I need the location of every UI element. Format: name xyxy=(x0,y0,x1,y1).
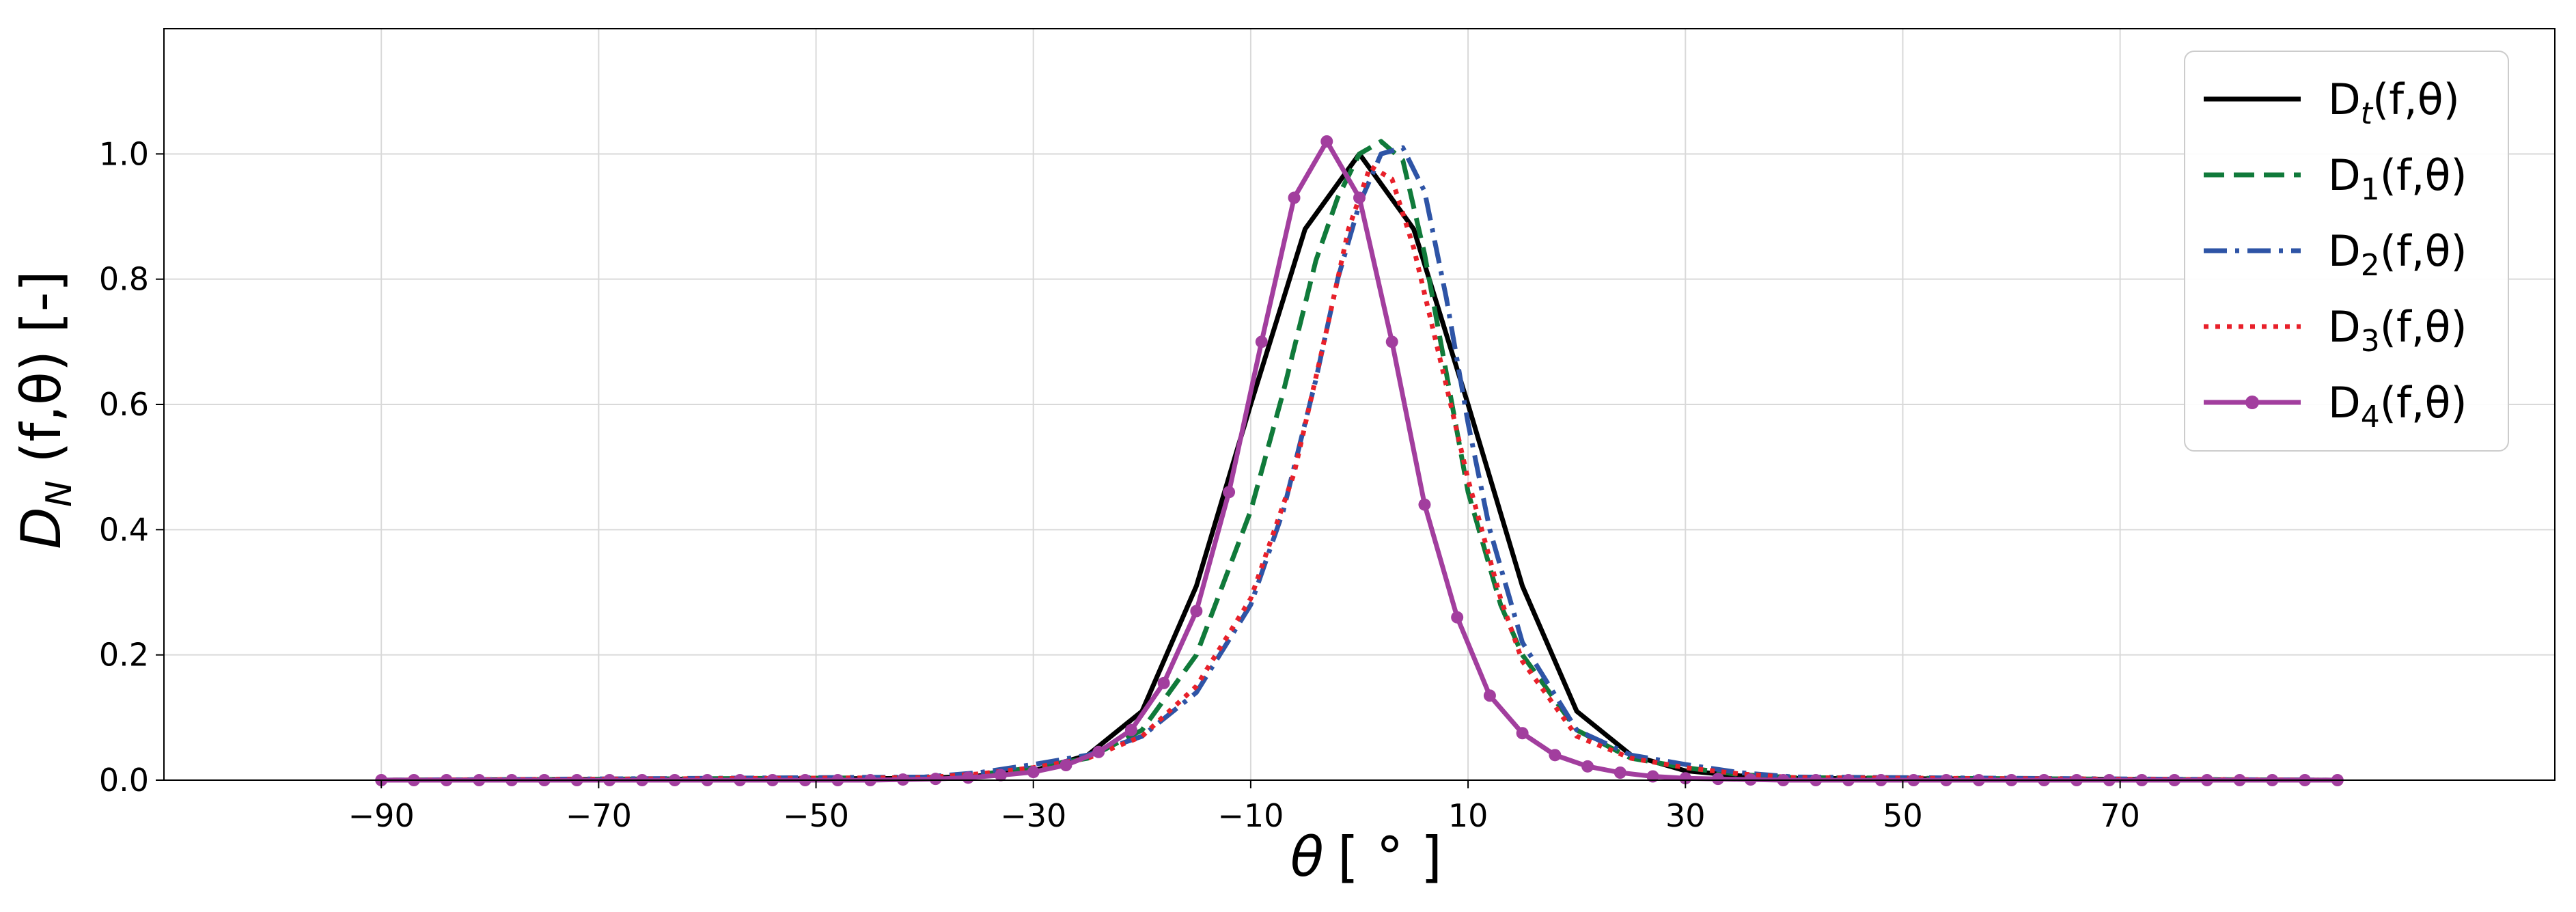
data-point xyxy=(1157,676,1170,689)
data-point xyxy=(1255,335,1268,348)
legend-label-base: D xyxy=(2328,74,2361,124)
data-point xyxy=(995,769,1007,782)
x-axis-label: θ[ ° ] xyxy=(1290,825,1442,889)
y-axis-label-main: D xyxy=(10,507,73,549)
legend-label-sub: t xyxy=(2361,96,2374,131)
x-tick-label: 50 xyxy=(1883,797,1923,834)
legend-label-rest: (f,θ) xyxy=(2380,378,2467,428)
series-line-3 xyxy=(381,164,2338,783)
series-line-1 xyxy=(381,139,2338,783)
y-tick-label: 0.2 xyxy=(99,637,149,674)
series-4 xyxy=(375,135,2344,786)
legend-label-base: D xyxy=(2328,226,2361,276)
x-tick-label: −70 xyxy=(566,797,632,834)
legend-label-rest: (f,θ) xyxy=(2372,74,2460,124)
x-tick-label: −50 xyxy=(783,797,849,834)
series-layer xyxy=(375,135,2344,786)
x-tick-label: 70 xyxy=(2100,797,2140,834)
legend-label-rest: (f,θ) xyxy=(2380,226,2467,276)
data-point xyxy=(1353,191,1366,204)
y-axis-ticks: 0.0 0.2 0.4 0.6 0.8 1.0 xyxy=(99,135,164,799)
series-line-4 xyxy=(381,139,2338,783)
data-point xyxy=(1288,191,1301,204)
legend-marker xyxy=(2245,396,2259,409)
data-point xyxy=(1060,759,1072,771)
data-point xyxy=(1614,766,1626,779)
legend-label-base: D xyxy=(2328,150,2361,200)
x-axis-label-unit: [ ° ] xyxy=(1338,825,1442,889)
y-tick-label: 0.0 xyxy=(99,762,149,799)
data-point xyxy=(929,773,942,786)
x-tick-label: 30 xyxy=(1665,797,1706,834)
data-point xyxy=(962,771,975,784)
legend-label: D3(f,θ) xyxy=(2328,302,2467,359)
x-tick-label: −90 xyxy=(348,797,415,834)
y-axis-label-sub: N xyxy=(39,480,80,507)
data-point xyxy=(1223,486,1236,499)
data-point xyxy=(1451,611,1464,624)
series-line-0 xyxy=(381,151,2338,783)
y-axis-label: DN (f,θ) [-] xyxy=(10,271,80,549)
data-point xyxy=(1124,723,1137,736)
series-line-2 xyxy=(381,145,2338,783)
legend-label-rest: (f,θ) xyxy=(2380,150,2467,200)
y-tick-label: 1.0 xyxy=(99,135,149,172)
series-2 xyxy=(381,145,2338,783)
x-tick-label: 10 xyxy=(1448,797,1488,834)
data-point xyxy=(1679,772,1692,785)
data-point xyxy=(1549,749,1562,762)
data-point xyxy=(1385,335,1398,348)
legend-label-rest: (f,θ) xyxy=(2380,302,2467,352)
legend-label: D1(f,θ) xyxy=(2328,150,2467,207)
data-point xyxy=(1190,605,1203,618)
legend-label: D4(f,θ) xyxy=(2328,378,2467,434)
data-point xyxy=(1581,760,1594,773)
data-point xyxy=(1092,745,1105,758)
y-axis-label-rest: (f,θ) [-] xyxy=(10,271,73,480)
x-axis-label-theta: θ xyxy=(1290,825,1324,889)
x-tick-label: −10 xyxy=(1217,797,1284,834)
series-0 xyxy=(381,151,2338,783)
legend-label-base: D xyxy=(2328,302,2361,352)
series-3 xyxy=(381,164,2338,783)
legend-label-base: D xyxy=(2328,378,2361,428)
legend-item-2: D2(f,θ) xyxy=(2204,226,2467,283)
data-point xyxy=(1483,689,1496,702)
legend-item-3: D3(f,θ) xyxy=(2204,302,2467,359)
data-point xyxy=(1712,773,1724,786)
legend-item-0: Dt(f,θ) xyxy=(2204,74,2460,131)
legend-item-1: D1(f,θ) xyxy=(2204,150,2467,207)
legend-label-sub: 3 xyxy=(2361,324,2380,359)
legend-label: D2(f,θ) xyxy=(2328,226,2467,283)
data-point xyxy=(1418,498,1431,511)
legend-label-sub: 4 xyxy=(2361,400,2380,434)
data-point xyxy=(1516,727,1529,740)
legend-label-sub: 2 xyxy=(2361,248,2380,283)
legend-box xyxy=(2184,51,2509,452)
y-tick-label: 0.4 xyxy=(99,511,149,548)
legend: Dt(f,θ)D1(f,θ)D2(f,θ)D3(f,θ)D4(f,θ) xyxy=(2184,51,2509,452)
legend-item-4: D4(f,θ) xyxy=(2204,378,2467,434)
series-1 xyxy=(381,139,2338,783)
x-axis-ticks: −90 −70 −50 −30 −10 10 30 50 70 xyxy=(348,780,2140,834)
legend-label: Dt(f,θ) xyxy=(2328,74,2460,131)
data-point xyxy=(1320,135,1333,148)
y-tick-label: 0.8 xyxy=(99,261,149,298)
legend-label-sub: 1 xyxy=(2361,172,2380,207)
y-tick-label: 0.6 xyxy=(99,386,149,423)
data-point xyxy=(1027,766,1040,779)
x-tick-label: −30 xyxy=(1000,797,1066,834)
